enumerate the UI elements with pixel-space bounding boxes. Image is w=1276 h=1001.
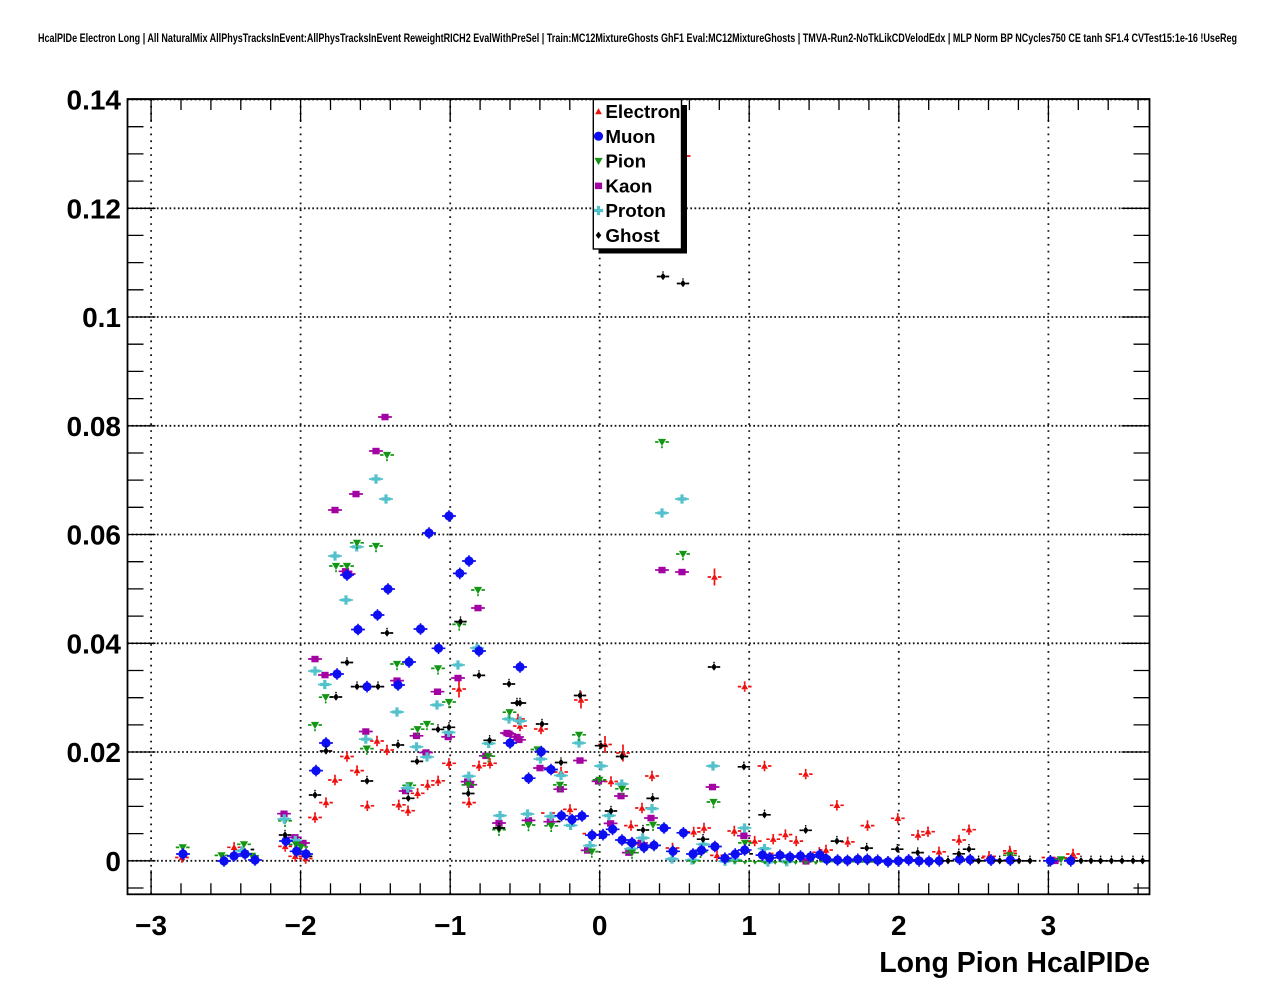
svg-text:Ghost: Ghost <box>605 225 660 246</box>
svg-text:0.12: 0.12 <box>67 193 122 224</box>
svg-text:−1: −1 <box>434 910 466 941</box>
svg-text:Kaon: Kaon <box>605 175 652 196</box>
svg-text:0: 0 <box>592 910 608 941</box>
svg-text:2: 2 <box>891 910 907 941</box>
svg-text:1: 1 <box>741 910 757 941</box>
svg-text:Proton: Proton <box>605 200 666 221</box>
svg-text:3: 3 <box>1041 910 1057 941</box>
svg-text:HcalPIDe Electron Long | All N: HcalPIDe Electron Long | All NaturalMix … <box>38 31 1237 45</box>
svg-text:Electron: Electron <box>605 101 680 122</box>
svg-text:0.14: 0.14 <box>67 85 122 116</box>
svg-text:Muon: Muon <box>605 126 655 147</box>
svg-text:−3: −3 <box>135 910 167 941</box>
svg-text:0.02: 0.02 <box>67 737 122 768</box>
svg-text:0.06: 0.06 <box>67 520 122 551</box>
svg-text:0.08: 0.08 <box>67 411 122 442</box>
svg-text:0: 0 <box>105 846 121 877</box>
svg-text:Long Pion HcalPIDe: Long Pion HcalPIDe <box>879 947 1150 979</box>
svg-text:0.1: 0.1 <box>82 302 121 333</box>
svg-text:−2: −2 <box>285 910 317 941</box>
svg-text:0.04: 0.04 <box>67 628 122 659</box>
svg-text:Pion: Pion <box>605 151 646 172</box>
